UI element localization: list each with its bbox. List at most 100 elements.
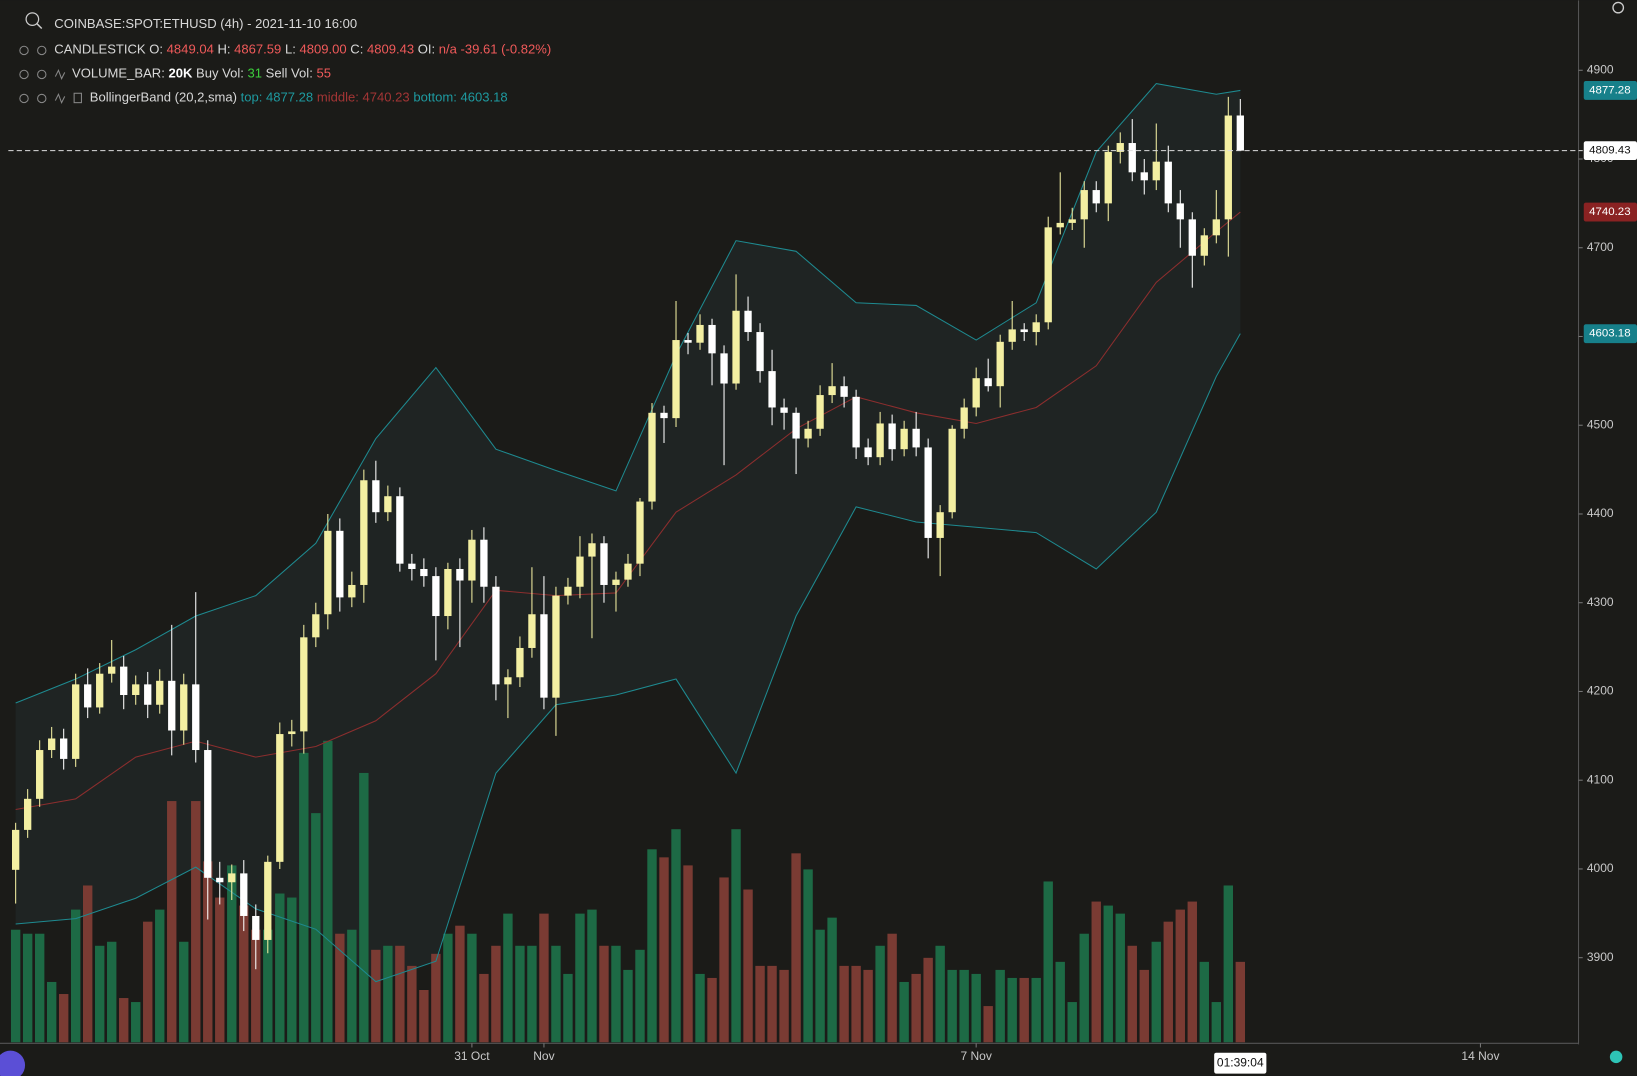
candle-body: [120, 666, 128, 696]
price-tag: [1583, 141, 1637, 161]
countdown-box: [1214, 1052, 1267, 1074]
delete-icon[interactable]: [73, 92, 82, 104]
zoom-icon[interactable]: [25, 12, 40, 27]
volume-bar: [215, 897, 225, 1043]
y-tick-label: 4100: [1587, 772, 1614, 786]
volume-bar: [587, 909, 597, 1043]
candle-body: [1140, 172, 1148, 181]
volume-bar: [275, 893, 285, 1043]
volume-bar: [707, 977, 717, 1043]
price-tag-label: 4809.43: [1589, 145, 1630, 157]
settings-icon[interactable]: [37, 93, 47, 104]
volume-bar: [527, 945, 537, 1043]
volume-bar: [779, 969, 789, 1043]
candle-body: [192, 684, 200, 751]
legend-label: Sell Vol:: [266, 66, 313, 81]
candle-body: [348, 584, 356, 598]
volume-bar: [455, 925, 465, 1043]
band-middle-line: [15, 211, 1241, 810]
candle-body: [900, 428, 908, 450]
volume-bar: [227, 865, 237, 1043]
candle-body: [960, 407, 968, 429]
volume-bar: [371, 949, 381, 1043]
hide-icon[interactable]: [19, 45, 29, 56]
candle-body: [228, 873, 236, 883]
volume-bar: [959, 969, 969, 1043]
candle-body: [540, 614, 548, 698]
candle-body: [984, 378, 992, 387]
candle-body: [720, 353, 728, 384]
volume-bar: [1043, 881, 1053, 1043]
candle-body: [156, 680, 164, 705]
volume-bar: [335, 933, 345, 1043]
volume-bar: [599, 945, 609, 1043]
candle-body: [12, 829, 20, 870]
settings-icon[interactable]: [37, 45, 47, 56]
candle-body: [672, 340, 680, 419]
band-legend: BollingerBand (20,2,sma) top: 4877.28 mi…: [90, 90, 508, 105]
volume-bar: [395, 945, 405, 1043]
volume-bar: [311, 813, 321, 1043]
candle-body: [240, 873, 248, 916]
volume-bar: [995, 969, 1005, 1043]
legend-icons: [19, 45, 82, 104]
x-tick-label: Nov: [533, 1049, 554, 1063]
volume-bar: [563, 973, 573, 1043]
volume-bar: [1007, 977, 1017, 1043]
price-tag: [1583, 202, 1637, 222]
candle-body: [768, 371, 776, 408]
legend-value: 4877.28: [266, 90, 313, 105]
candle-body: [408, 563, 416, 569]
volume-bar: [875, 945, 885, 1043]
candle-body: [1032, 322, 1040, 333]
volume-bar: [1127, 945, 1137, 1043]
legend-value: 4603.18: [460, 90, 507, 105]
candle-body: [1128, 143, 1136, 173]
volume-bar: [899, 981, 909, 1043]
volume-bar: [719, 877, 729, 1043]
logo-button[interactable]: [0, 1050, 26, 1076]
price-tag: [1583, 81, 1637, 100]
hide-icon[interactable]: [19, 69, 29, 80]
candle-body: [660, 412, 668, 419]
volume-bar: [323, 740, 333, 1043]
candle-body: [504, 677, 512, 685]
y-tick-label: 4500: [1587, 417, 1614, 431]
candle-body: [276, 734, 284, 862]
volume-bar: [191, 801, 201, 1043]
volume-bar: [95, 945, 105, 1043]
volume-bar: [467, 933, 477, 1043]
indicator-icon: [54, 92, 66, 104]
y-tick-label: 3900: [1587, 950, 1614, 964]
volume-bar: [815, 929, 825, 1043]
volume-bar: [503, 913, 513, 1043]
candle-body: [852, 396, 860, 448]
candle-body: [552, 595, 560, 698]
candle-body: [1188, 219, 1196, 256]
settings-icon[interactable]: [37, 69, 47, 80]
volume-bar: [575, 913, 585, 1043]
volume-bar: [263, 929, 273, 1043]
settings-button[interactable]: [1612, 1, 1625, 14]
hide-icon[interactable]: [19, 93, 29, 104]
candle-body: [168, 680, 176, 731]
candle-body: [108, 666, 116, 674]
volume-bar: [1091, 901, 1101, 1043]
band-bottom-line: [15, 333, 1241, 983]
candle-body: [324, 530, 332, 615]
countdown-text: 01:39:04: [1217, 1055, 1264, 1069]
volume-bar: [383, 945, 393, 1043]
volume-bar: [155, 909, 165, 1043]
band-fill: [15, 83, 1241, 982]
volume-bar: [119, 998, 129, 1043]
legend-value: -39.61: [461, 42, 498, 57]
candle-body: [264, 861, 272, 940]
legend-value: n/a: [439, 42, 458, 57]
legend-label: L:: [285, 42, 296, 57]
zoom-icon-handle: [36, 23, 43, 30]
candle-legend: CANDLESTICK O: 4849.04 H: 4867.59 L: 480…: [54, 42, 551, 57]
candle-body: [948, 428, 956, 513]
volume-bar: [863, 969, 873, 1043]
volume-bar: [1103, 905, 1113, 1043]
